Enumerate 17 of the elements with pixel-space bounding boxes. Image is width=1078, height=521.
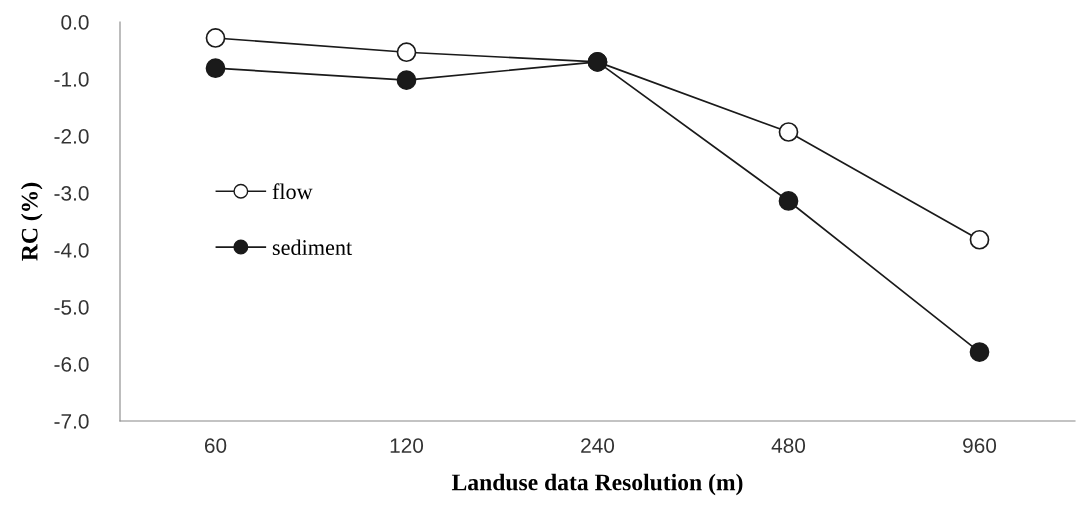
- y-tick-label: -7.0: [54, 414, 89, 429]
- y-tick-label: -2.0: [54, 129, 89, 144]
- y-tick-label: -6.0: [54, 357, 89, 372]
- legend-label: flow: [272, 183, 313, 200]
- x-tick-label: 120: [390, 438, 424, 453]
- y-tick-label: -3.0: [54, 186, 89, 201]
- x-tick-label: 60: [204, 438, 227, 453]
- y-tick-label: -1.0: [54, 72, 89, 87]
- y-axis-title: RC (%): [21, 182, 43, 261]
- x-axis-title: Landuse data Resolution (m): [451, 473, 743, 496]
- x-tick-label: 960: [963, 438, 997, 453]
- y-tick-label: 0.0: [61, 15, 89, 30]
- legend-label: sediment: [272, 239, 353, 256]
- y-tick-label: -4.0: [54, 243, 89, 258]
- y-tick-label: -5.0: [54, 300, 89, 315]
- x-tick-label: 480: [771, 438, 806, 453]
- x-tick-label: 240: [581, 438, 615, 453]
